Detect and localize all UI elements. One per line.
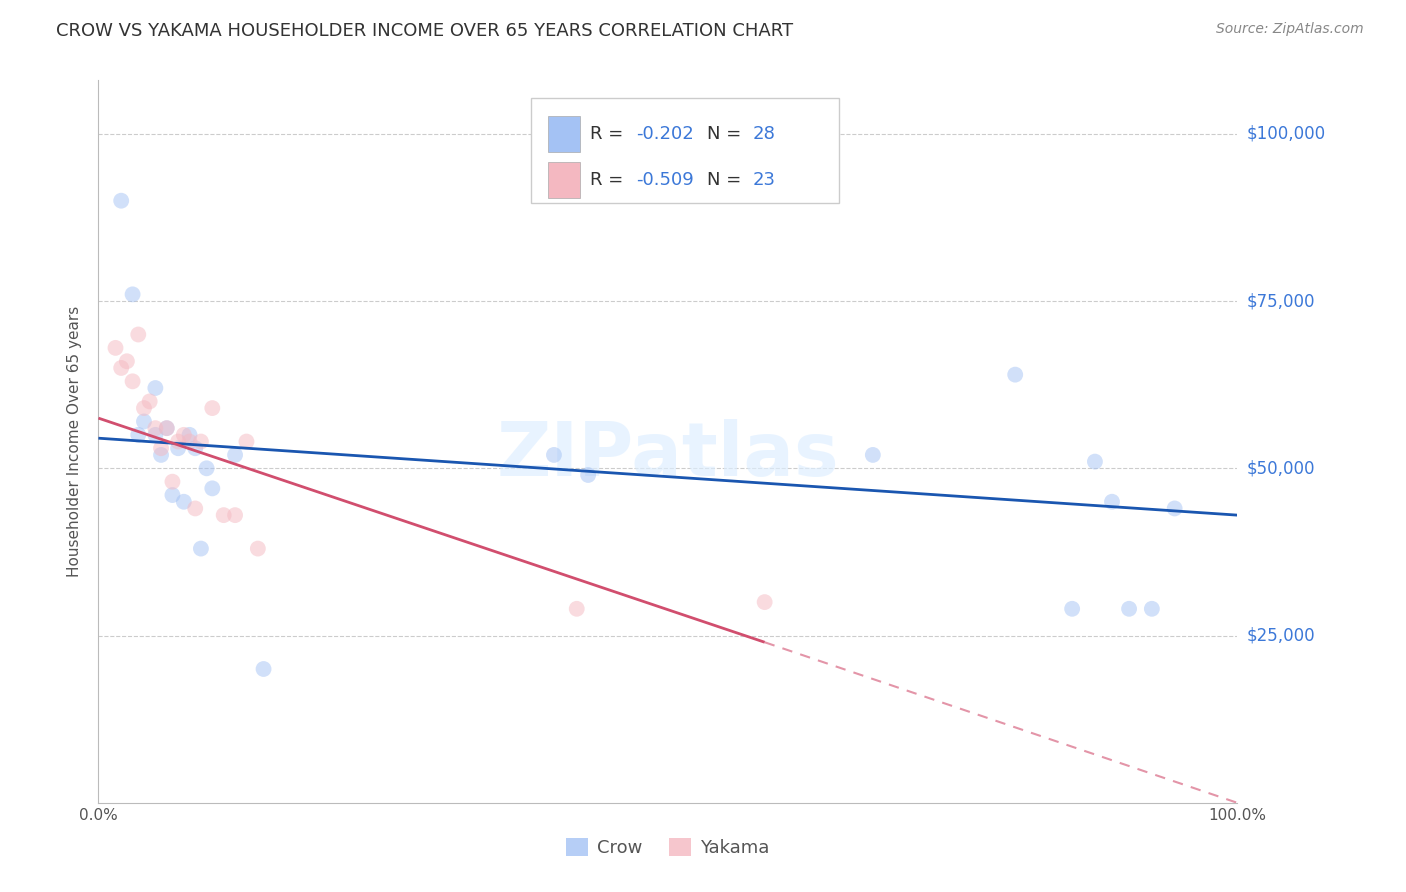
Point <box>132 401 155 416</box>
Point <box>167 434 190 449</box>
Point <box>121 375 143 389</box>
Text: R =: R = <box>591 125 630 143</box>
Point <box>235 434 257 449</box>
Point <box>121 287 143 301</box>
Point <box>224 448 246 462</box>
Point <box>246 541 269 556</box>
FancyBboxPatch shape <box>548 162 581 198</box>
Point <box>132 414 155 428</box>
Point <box>1004 368 1026 382</box>
Point <box>145 427 167 442</box>
Text: 23: 23 <box>752 171 775 189</box>
Text: N =: N = <box>707 171 747 189</box>
Point <box>156 421 179 435</box>
Point <box>167 441 190 455</box>
Point <box>145 381 167 395</box>
Point <box>184 501 207 516</box>
Text: -0.202: -0.202 <box>636 125 693 143</box>
Point <box>212 508 235 523</box>
Point <box>1140 602 1163 616</box>
Point <box>156 421 179 435</box>
Point <box>201 401 224 416</box>
Point <box>1118 602 1140 616</box>
Point <box>110 194 132 208</box>
Point <box>754 595 776 609</box>
Point <box>184 441 207 455</box>
FancyBboxPatch shape <box>548 116 581 152</box>
Point <box>138 394 160 409</box>
Point <box>862 448 884 462</box>
Text: 28: 28 <box>752 125 775 143</box>
Point <box>565 602 588 616</box>
Point <box>162 488 184 502</box>
Point <box>104 341 127 355</box>
Text: $25,000: $25,000 <box>1246 626 1315 645</box>
Text: R =: R = <box>591 171 630 189</box>
Point <box>1101 494 1123 508</box>
Text: Source: ZipAtlas.com: Source: ZipAtlas.com <box>1216 22 1364 37</box>
Point <box>173 427 195 442</box>
Text: $75,000: $75,000 <box>1246 292 1315 310</box>
Point <box>195 461 218 475</box>
FancyBboxPatch shape <box>531 98 839 203</box>
Point <box>190 541 212 556</box>
Point <box>179 427 201 442</box>
Point <box>127 427 149 442</box>
Point <box>543 448 565 462</box>
Legend: Crow, Yakama: Crow, Yakama <box>557 829 779 866</box>
Point <box>150 441 173 455</box>
Point <box>252 662 274 676</box>
Text: -0.509: -0.509 <box>636 171 693 189</box>
Point <box>115 354 138 368</box>
Point <box>110 361 132 376</box>
Y-axis label: Householder Income Over 65 years: Householder Income Over 65 years <box>67 306 83 577</box>
Point <box>576 467 599 482</box>
Point <box>201 482 224 496</box>
Point <box>190 434 212 449</box>
Text: N =: N = <box>707 125 747 143</box>
Point <box>150 448 173 462</box>
Point <box>224 508 246 523</box>
Point <box>1163 501 1185 516</box>
Point <box>1062 602 1084 616</box>
Text: $100,000: $100,000 <box>1246 125 1326 143</box>
Point <box>145 421 167 435</box>
Text: CROW VS YAKAMA HOUSEHOLDER INCOME OVER 65 YEARS CORRELATION CHART: CROW VS YAKAMA HOUSEHOLDER INCOME OVER 6… <box>56 22 793 40</box>
Point <box>173 494 195 508</box>
Point <box>162 475 184 489</box>
Text: $50,000: $50,000 <box>1246 459 1315 477</box>
Point <box>127 327 149 342</box>
Point <box>179 434 201 449</box>
Text: ZIPatlas: ZIPatlas <box>496 419 839 492</box>
Point <box>1084 454 1107 469</box>
